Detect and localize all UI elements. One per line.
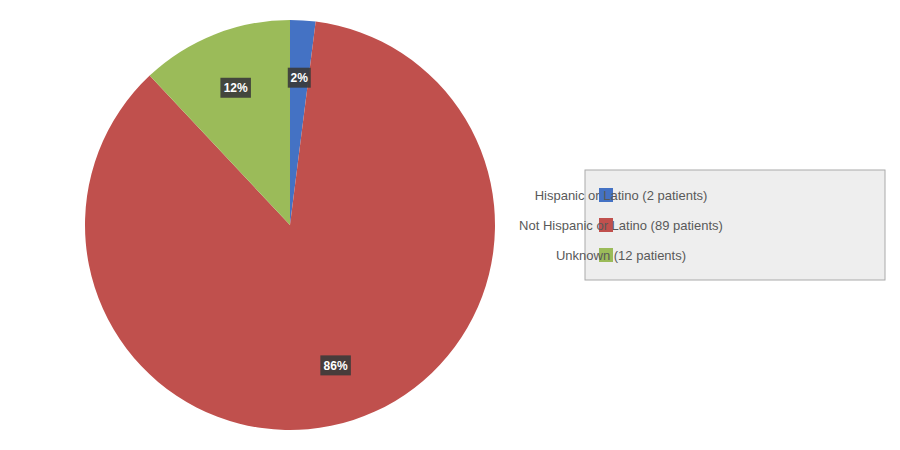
svg-text:Hispanic or Latino (2 patients: Hispanic or Latino (2 patients) [535,188,708,203]
svg-text:Not Hispanic or Latino (89 pat: Not Hispanic or Latino (89 patients) [519,218,723,233]
svg-text:86%: 86% [324,359,348,373]
svg-text:2%: 2% [291,71,309,85]
svg-text:Unknown (12 patients): Unknown (12 patients) [556,248,686,263]
svg-text:12%: 12% [224,81,248,95]
